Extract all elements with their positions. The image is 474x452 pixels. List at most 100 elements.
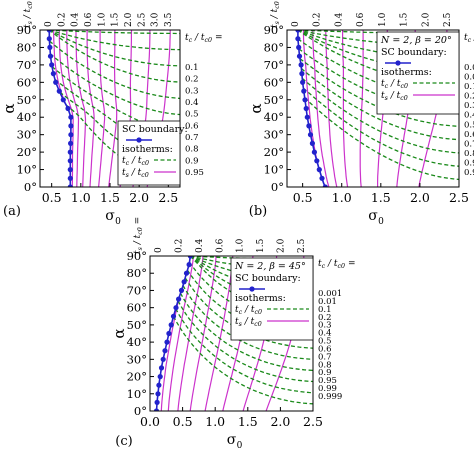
top-tick-label: 0.6 [215,238,225,253]
tc-isotherm-line [172,315,313,405]
sc-boundary-point [311,149,317,155]
text-part: / t [129,168,142,178]
legend-box [117,120,181,186]
subscript: c0 [205,37,213,44]
sc-boundary-point [178,287,185,293]
top-tick-label: 2.0 [277,238,287,253]
right-axis-label-text: tc / tc0 = [318,259,355,270]
x-tick-label: 2.0 [129,190,149,205]
sc-boundary-point [181,279,187,285]
subscript: c0 [274,1,281,9]
top-tick-label: 0.4 [334,12,344,27]
right-tick-label: 0.8 [318,360,332,370]
x-axis-label-sub: 0 [115,217,121,227]
sc-boundary-point [166,330,172,337]
subscript: s [126,172,130,179]
text-part: / t [192,33,205,43]
y-tick-label: 90° [127,249,147,263]
legend-boundary-marker [395,60,401,66]
tc-isotherm-line [179,292,313,372]
top-tick-label: 0 [291,21,301,27]
right-tick-label: 0.5 [185,110,199,120]
legend: N = 2, β = 45°SC boundary:isotherms:tc /… [230,257,314,341]
right-tick-label: 0.4 [464,111,474,121]
sc-boundary-point [187,256,193,259]
y-tick-label: 30° [264,128,284,142]
y-tick-label: 40° [127,335,147,349]
sc-boundary-point [301,88,307,94]
sc-boundary-point [295,30,301,33]
right-axis-label-text: tc / tc0 = [464,33,474,44]
top-tick-label: 2.5 [443,12,453,27]
right-tick-label: 0.9 [464,158,474,168]
legend: N = 2, β = 20°SC boundary:isotherms:tc /… [376,31,460,115]
x-axis-label: σ [368,208,378,224]
x-tick-label: 0.0 [140,414,160,429]
sc-boundary-point [164,339,170,345]
sc-boundary-point [46,36,52,42]
right-tick-label: 0.3 [318,321,332,331]
text-part: t [270,24,280,28]
right-tick-label: 0.99 [318,384,337,394]
right-tick-label: 0.001 [318,289,342,299]
y-tick-label: 30° [127,352,147,366]
tc-isotherm-line [182,285,313,360]
subscript: c0 [142,160,150,167]
subscript: c0 [255,309,263,316]
x-tick-label: 2.0 [270,414,290,429]
sc-boundary-point [296,53,303,59]
y-tick-label: 50° [264,93,284,107]
y-tick-label: 90° [17,23,37,37]
subscript: s [385,95,389,102]
sc-boundary-point [68,123,74,129]
right-tick-label: 0.95 [318,376,337,386]
ts-isotherm-line [108,30,118,187]
tc-isotherm-line [49,30,180,51]
y-tick-label: 10° [17,163,37,177]
panel-label: (a) [3,204,21,219]
right-tick-label: 0.7 [318,352,332,362]
x-tick-label: 2.0 [410,190,430,205]
x-tick-label: 1.5 [371,190,391,205]
text-part: / t [388,91,401,101]
chart-panel-1: 0.5 1.0 1.5 2.0 2.5σ 00°10°20°30°40°50°60°70°… [0,0,222,227]
top-tick-label: 1.5 [400,12,410,27]
right-tick-label: 0.01 [318,297,337,307]
subscript: s [239,321,243,328]
subscript: s [274,20,281,24]
sc-boundary-point [157,374,163,380]
y-axis-label: α [0,103,18,113]
y-tick-label: 20° [127,370,147,384]
tc-isotherm-line [48,30,180,83]
x-tick-label: 1.5 [238,414,258,429]
x-tick-label: 1.5 [100,190,120,205]
text-part: / t [325,259,338,269]
legend-title: SC boundary: [122,124,188,135]
legend-box [230,257,314,341]
top-axis-label-text: ts / tc0 = [133,217,144,254]
text-part: t [381,79,385,89]
legend-subtitle: isotherms: [235,293,286,304]
ts-isotherm-line [75,30,87,187]
top-axis-label-text: ts / tc0 = [23,0,34,28]
legend-entry-tc-text: tc / tc0 [235,305,262,316]
top-tick-label: 0 [154,247,164,253]
legend-entry-tc: tc / tc0 [235,305,262,316]
sc-boundary-point [67,184,73,187]
text-part: t [185,33,189,43]
right-tick-label: 0.2 [318,313,332,323]
sc-boundary-point [53,79,59,85]
sc-boundary-point [319,175,325,181]
right-tick-label: 0.2 [464,92,474,102]
ts-isotherm-line [98,30,106,187]
sc-boundary-point [56,88,62,94]
right-tick-label: 0.2 [185,75,199,85]
tc-isotherm-line [49,40,180,100]
tc-isotherm-line [49,30,180,35]
right-axis-label: tc / tc0 = [318,259,355,270]
right-tick-label: 0.7 [464,139,474,149]
right-tick-label: 0.7 [185,133,199,143]
tc-isotherm-line [186,269,313,338]
panel-label: (c) [115,434,132,449]
legend-title: SC boundary: [235,273,301,284]
